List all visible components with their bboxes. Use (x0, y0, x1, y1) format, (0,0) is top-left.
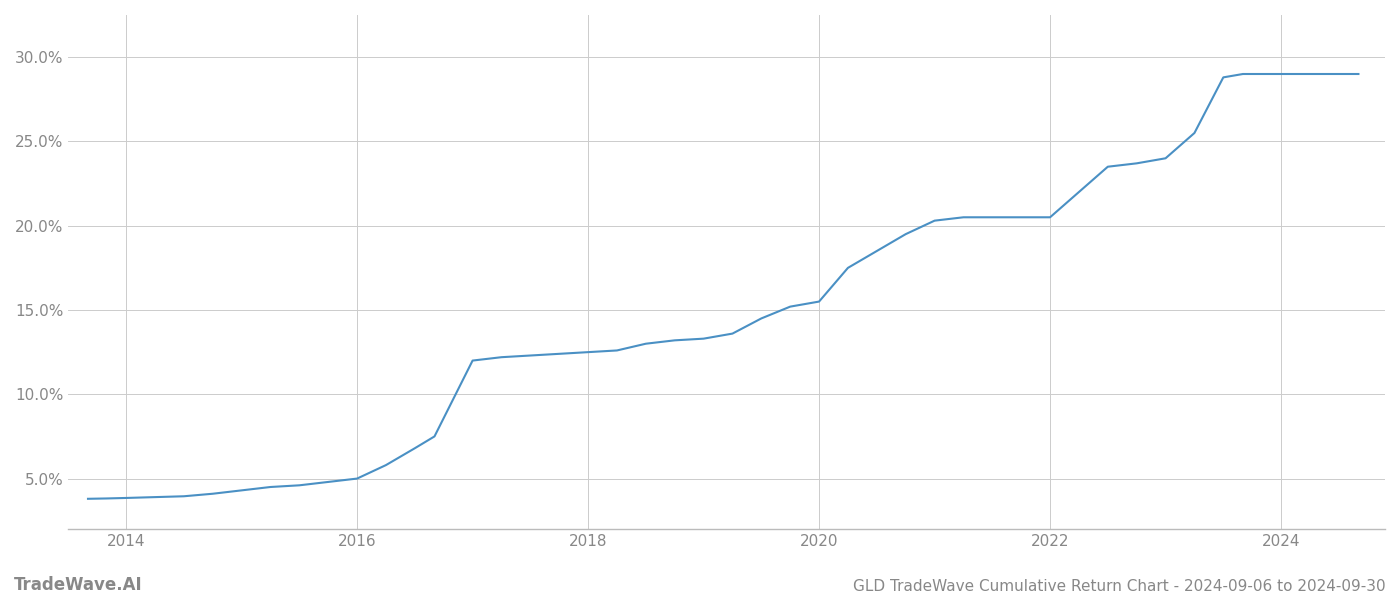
Text: TradeWave.AI: TradeWave.AI (14, 576, 143, 594)
Text: GLD TradeWave Cumulative Return Chart - 2024-09-06 to 2024-09-30: GLD TradeWave Cumulative Return Chart - … (854, 579, 1386, 594)
